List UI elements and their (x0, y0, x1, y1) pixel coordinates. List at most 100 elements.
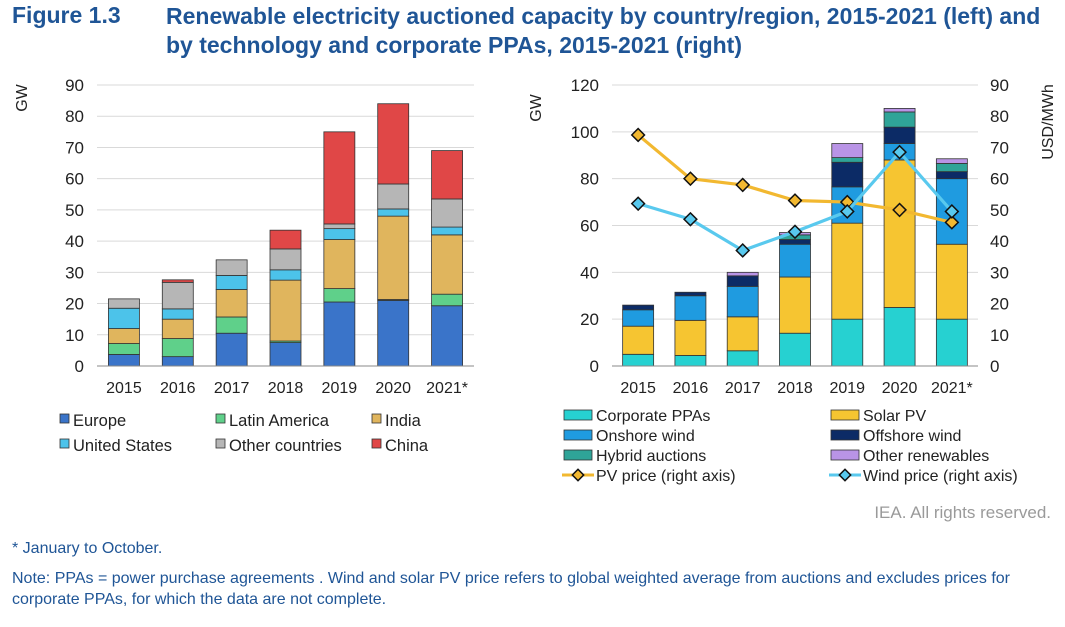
bar-offshore-wind-2021 (935, 171, 968, 180)
legend-swatch-india (371, 413, 382, 424)
left-y-axis-ticks: 0 10 20 30 40 50 60 70 80 90 (65, 76, 84, 376)
legend-swatch-offshore-wind (830, 429, 860, 441)
x-tick-label: 2015 (620, 380, 656, 397)
bar-other-countries-2021 (431, 198, 463, 228)
right-x-axis-ticks: 2015 2016 2017 2018 2019 2020 2021* (620, 380, 972, 397)
bar-united-states-2017 (215, 275, 248, 290)
bar-india-2020 (377, 215, 410, 300)
marker-wind-price-right-axis-2019 (839, 204, 855, 219)
bar-hybrid-auctions-2021 (935, 163, 968, 173)
legend-label-india: India (385, 412, 422, 430)
bar-latin-america-2021 (431, 293, 463, 307)
legend-swatch-other-countries (215, 438, 226, 449)
y2-tick-label: 30 (990, 263, 1009, 282)
marker-pv-price-right-axis-2015 (630, 127, 646, 143)
legend-label-onshore-wind: Onshore wind (596, 428, 695, 445)
bar-corporate-ppas-2018 (779, 332, 811, 367)
legend-label-europe: Europe (73, 412, 126, 430)
right-price-lines (630, 127, 960, 258)
legend-label-wind-price-right-axis: Wind price (right axis) (863, 468, 1018, 485)
right-secondary-y-axis-label: USD/MWh (1040, 84, 1057, 160)
bar-solar-pv-2016 (674, 319, 707, 356)
bar-corporate-ppas-2016 (674, 355, 707, 367)
marker-wind-price-right-axis-2017 (735, 243, 751, 258)
y-tick-label: 40 (65, 232, 84, 251)
bar-china-2020 (377, 103, 410, 185)
bar-china-2018 (269, 229, 302, 250)
right-secondary-y-axis-ticks: 0 10 20 30 40 50 60 70 80 90 (990, 76, 1009, 376)
bar-offshore-wind-2019 (831, 161, 864, 188)
marker-pv-price-right-axis-2017 (735, 177, 751, 193)
y-tick-label: 0 (75, 357, 84, 376)
bar-corporate-ppas-2017 (726, 350, 759, 367)
bar-hybrid-auctions-2019 (831, 157, 864, 163)
legend-label-united-states: United States (73, 437, 172, 455)
marker-wind-price-right-axis-2015 (630, 196, 646, 212)
figure-title: Renewable electricity auctioned capacity… (166, 3, 1041, 58)
legend-swatch-hybrid-auctions (563, 449, 593, 461)
marker-pv-price-right-axis-2020 (892, 202, 907, 218)
y-tick-label: 80 (580, 170, 599, 189)
legend-swatch-united-states (59, 438, 70, 449)
left-bars (108, 103, 463, 367)
x-tick-label: 2019 (322, 380, 358, 397)
bar-united-states-2019 (323, 228, 356, 240)
y-tick-label: 100 (571, 123, 599, 142)
bar-united-states-2021 (431, 226, 463, 236)
bar-india-2016 (161, 318, 194, 339)
bar-other-renewables-2019 (831, 143, 864, 158)
legend-label-corporate-ppas: Corporate PPAs (596, 408, 710, 425)
y2-tick-label: 0 (990, 357, 999, 376)
right-y-axis-label: GW (528, 93, 545, 121)
x-tick-label: 2015 (106, 380, 142, 397)
y-tick-label: 10 (65, 326, 84, 345)
bar-other-countries-2016 (161, 281, 194, 310)
bar-corporate-ppas-2021 (935, 318, 968, 367)
y-tick-label: 20 (65, 295, 84, 314)
y-tick-label: 40 (580, 263, 599, 282)
y-tick-label: 30 (65, 263, 84, 282)
bar-india-2018 (269, 279, 302, 342)
bar-solar-pv-2017 (726, 316, 759, 352)
bar-solar-pv-2015 (622, 325, 655, 355)
bar-latin-america-2016 (161, 338, 194, 358)
note: Note: PPAs = power purchase agreements .… (12, 570, 1010, 608)
bar-europe-2018 (269, 342, 302, 367)
right-legend: Corporate PPAs Solar PV Onshore wind Offsho… (562, 408, 1018, 485)
legend-label-latin-america: Latin America (229, 412, 330, 430)
bar-solar-pv-2018 (779, 276, 811, 334)
bar-latin-america-2019 (323, 288, 356, 303)
y-tick-label: 60 (580, 217, 599, 236)
legend-swatch-latin-america (215, 413, 226, 424)
marker-wind-price-right-axis-2021 (944, 204, 960, 219)
x-tick-label: 2016 (673, 380, 709, 397)
x-tick-label: 2017 (214, 380, 250, 397)
marker-pv-price-right-axis-2021 (944, 214, 960, 230)
x-tick-label: 2016 (160, 380, 196, 397)
legend-label-offshore-wind: Offshore wind (863, 428, 961, 445)
bar-other-countries-2019 (323, 223, 356, 230)
legend-swatch-solar-pv (830, 409, 860, 421)
bar-other-countries-2015 (108, 298, 140, 309)
legend-label-pv-price-right-axis: PV price (right axis) (596, 468, 736, 485)
marker-pv-price-right-axis-2018 (787, 193, 803, 208)
y-tick-label: 60 (65, 170, 84, 189)
x-tick-label: 2021* (931, 380, 973, 397)
bar-corporate-ppas-2015 (622, 353, 655, 367)
bar-offshore-wind-2020 (883, 126, 916, 144)
marker-wind-price-right-axis-2020 (892, 144, 907, 160)
bar-united-states-2020 (377, 208, 410, 217)
marker-pv-price-right-axis-2016 (683, 171, 698, 187)
bar-other-countries-2020 (377, 183, 410, 210)
legend-label-other-countries: Other countries (229, 437, 342, 455)
bar-europe-2020 (377, 300, 410, 367)
left-chart: 0 10 20 30 40 50 60 70 80 90 2015 2016 2017 2018 2019… (14, 76, 474, 455)
x-tick-label: 2021* (426, 380, 468, 397)
y2-tick-label: 80 (990, 107, 1009, 126)
bar-europe-2016 (161, 356, 194, 367)
bar-onshore-wind-2018 (779, 243, 811, 278)
y-tick-label: 80 (65, 107, 84, 126)
rights-notice: IEA. All rights reserved. (874, 503, 1051, 522)
bar-corporate-ppas-2020 (883, 307, 916, 367)
